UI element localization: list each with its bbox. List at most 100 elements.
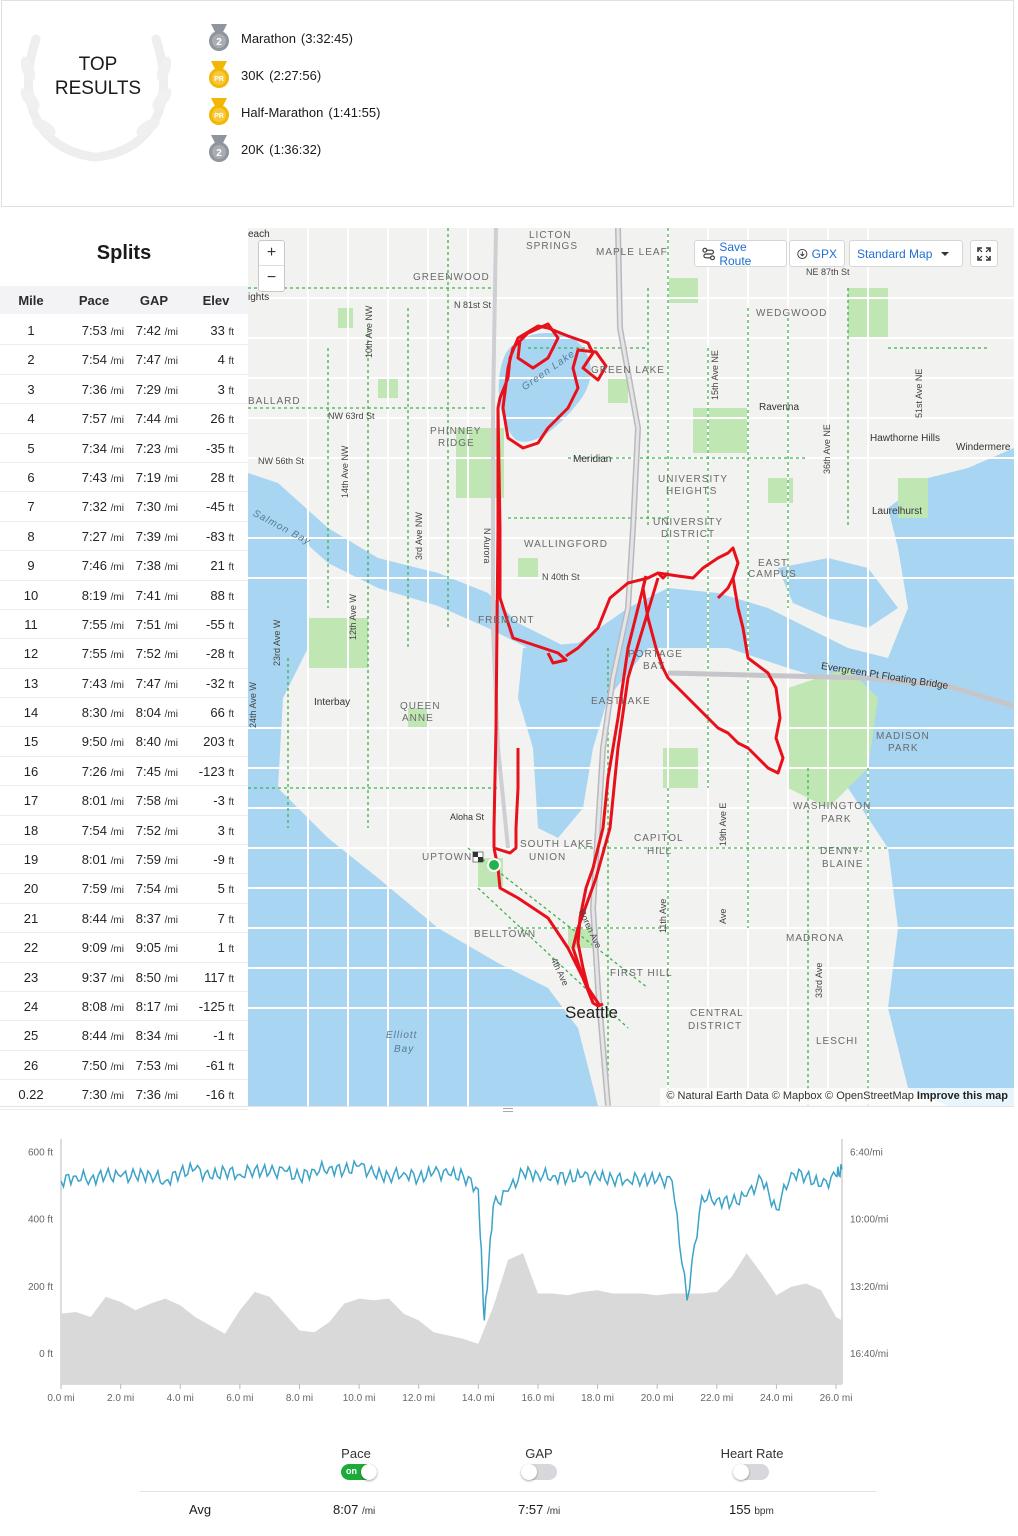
gap-toggle[interactable] <box>521 1464 557 1480</box>
split-elev-value: 7 <box>217 910 225 926</box>
split-mile: 24 <box>23 998 39 1014</box>
x-tick-label: 8.0 mi <box>286 1393 313 1404</box>
split-pace-value: 7:55 <box>81 646 108 662</box>
split-row[interactable]: 16 7:26 /mi 7:45 /mi -123 ft <box>0 757 248 787</box>
split-row[interactable]: 18 7:54 /mi 7:52 /mi 3 ft <box>0 816 248 846</box>
split-mile: 10 <box>23 587 39 603</box>
split-row[interactable]: 6 7:43 /mi 7:19 /mi 28 ft <box>0 463 248 493</box>
split-elev-value: -61 <box>206 1057 225 1073</box>
split-row[interactable]: 5 7:34 /mi 7:23 /mi -35 ft <box>0 434 248 463</box>
heart-rate-toggle[interactable] <box>733 1464 769 1480</box>
split-mile: 1 <box>27 323 35 338</box>
map-style-dropdown[interactable]: Standard Map <box>849 240 963 267</box>
split-pace-value: 7:54 <box>81 352 108 368</box>
elev-unit: ft <box>228 797 234 809</box>
top-results-title: TOP RESULTS <box>42 53 154 101</box>
split-pace: 9:09 /mi <box>64 940 124 955</box>
split-pace: 8:19 /mi <box>64 588 124 603</box>
split-row[interactable]: 13 7:43 /mi 7:47 /mi -32 ft <box>0 669 248 699</box>
x-tick-label: 26.0 mi <box>820 1393 853 1404</box>
result-item-marathon[interactable]: 2 Marathon (3:32:45) <box>206 23 353 53</box>
pace-unit: /mi <box>110 327 124 338</box>
result-item-half-marathon[interactable]: PR Half-Marathon (1:41:55) <box>206 97 380 127</box>
result-item-30k[interactable]: PR 30K (2:27:56) <box>206 60 321 90</box>
split-row[interactable]: 1 7:53 /mi 7:42 /mi 33 ft <box>0 316 248 346</box>
split-row[interactable]: 7 7:32 /mi 7:30 /mi -45 ft <box>0 492 248 522</box>
split-row[interactable]: 3 7:36 /mi 7:29 /mi 3 ft <box>0 375 248 405</box>
split-row[interactable]: 23 9:37 /mi 8:50 /mi 117 ft <box>0 963 248 992</box>
map-label-hill: HILL <box>647 846 673 857</box>
split-gap: 7:51 /mi <box>126 617 178 632</box>
map-label-union: UNION <box>529 852 567 863</box>
avg-pace: 8:07 /mi <box>333 1502 375 1517</box>
split-mile: 7 <box>27 499 35 515</box>
elevation-pace-chart[interactable]: 600 ft 400 ft 200 ft 0 ft 6:40/mi 10:00/mi 13:… <box>0 1113 1018 1413</box>
split-row[interactable]: 14 8:30 /mi 8:04 /mi 66 ft <box>0 698 248 728</box>
split-elev: -9 ft <box>180 852 234 867</box>
route-map[interactable]: LICTON SPRINGS MAPLE LEAF GREENWOOD WEDG… <box>248 228 1014 1106</box>
split-row[interactable]: 8 7:27 /mi 7:39 /mi -83 ft <box>0 522 248 552</box>
map-label-east: EAST <box>758 558 789 569</box>
split-pace-value: 7:43 <box>81 469 108 485</box>
map-label-wedgwood: WEDGWOOD <box>756 308 828 319</box>
split-row[interactable]: 15 9:50 /mi 8:40 /mi 203 ft <box>0 727 248 757</box>
split-row[interactable]: 21 8:44 /mi 8:37 /mi 7 ft <box>0 904 248 934</box>
avg-label: Avg <box>189 1502 212 1517</box>
split-row[interactable]: 19 8:01 /mi 7:59 /mi -9 ft <box>0 845 248 875</box>
x-tick-label: 20.0 mi <box>641 1393 674 1404</box>
split-elev-value: 1 <box>217 940 225 956</box>
split-row[interactable]: 9 7:46 /mi 7:38 /mi 21 ft <box>0 551 248 581</box>
ship-canal-water <box>248 473 570 660</box>
split-row[interactable]: 22 9:09 /mi 9:05 /mi 1 ft <box>0 933 248 963</box>
zoom-in-button[interactable]: + <box>259 241 284 266</box>
map-label-first-hill: FIRST HILL <box>610 968 673 979</box>
split-row[interactable]: 20 7:59 /mi 7:54 /mi 5 ft <box>0 874 248 904</box>
map-label-uptown: UPTOWN <box>422 852 473 863</box>
split-gap-value: 8:37 <box>135 910 162 926</box>
split-mile: 18 <box>23 822 39 838</box>
toggle-knob <box>733 1464 749 1480</box>
split-row[interactable]: 4 7:57 /mi 7:44 /mi 26 ft <box>0 404 248 434</box>
x-tick-label: 6.0 mi <box>226 1393 253 1404</box>
elev-unit: ft <box>228 885 234 897</box>
medal-second-icon: 2 <box>209 24 229 51</box>
resize-handle[interactable] <box>0 1106 1014 1116</box>
gap-unit: /mi <box>164 973 178 985</box>
split-elev-value: -55 <box>206 616 225 632</box>
split-row[interactable]: 0.22 7:30 /mi 7:36 /mi -16 ft <box>0 1080 248 1110</box>
split-elev-value: -125 <box>198 998 225 1014</box>
split-elev-value: 28 <box>210 469 225 485</box>
map-label-university-district-2: DISTRICT <box>661 529 716 540</box>
split-row[interactable]: 10 8:19 /mi 7:41 /mi 88 ft <box>0 581 248 610</box>
result-item-20k[interactable]: 2 20K (1:36:32) <box>206 134 321 164</box>
zoom-out-button[interactable]: − <box>266 269 277 286</box>
avg-gap-unit: /mi <box>546 1506 561 1517</box>
improve-map-link[interactable]: Improve this map <box>916 1090 1008 1102</box>
split-elev-value: 4 <box>217 352 225 368</box>
splits-header-row: Mile Pace GAP Elev <box>0 286 248 314</box>
map-label-windermere: Windermere <box>956 442 1011 453</box>
split-gap-value: 7:54 <box>135 881 162 897</box>
split-pace-value: 8:01 <box>81 793 108 809</box>
split-elev-value: -28 <box>206 646 225 662</box>
gap-unit: /mi <box>164 356 178 368</box>
pace-toggle[interactable]: on <box>341 1464 377 1480</box>
split-row[interactable]: 11 7:55 /mi 7:51 /mi -55 ft <box>0 610 248 640</box>
map-label-district: DISTRICT <box>688 1021 743 1032</box>
split-row[interactable]: 12 7:55 /mi 7:52 /mi -28 ft <box>0 639 248 669</box>
gpx-download-button[interactable]: GPX <box>789 240 845 267</box>
split-row[interactable]: 24 8:08 /mi 8:17 /mi -125 ft <box>0 992 248 1022</box>
elev-unit: ft <box>228 415 234 427</box>
save-route-button[interactable]: Save Route <box>694 240 787 268</box>
elev-unit: ft <box>228 591 234 603</box>
split-row[interactable]: 2 7:54 /mi 7:47 /mi 4 ft <box>0 345 248 375</box>
split-row[interactable]: 25 8:44 /mi 8:34 /mi -1 ft <box>0 1021 248 1051</box>
avg-heart-rate: 155 bpm <box>729 1502 774 1517</box>
fullscreen-button[interactable] <box>970 240 998 267</box>
x-tick-label: 2.0 mi <box>107 1393 134 1404</box>
split-row[interactable]: 26 7:50 /mi 7:53 /mi -61 ft <box>0 1051 248 1081</box>
split-row[interactable]: 17 8:01 /mi 7:58 /mi -3 ft <box>0 786 248 816</box>
split-gap: 8:50 /mi <box>126 970 178 985</box>
split-gap: 7:47 /mi <box>126 676 178 691</box>
elev-unit: ft <box>228 709 234 721</box>
